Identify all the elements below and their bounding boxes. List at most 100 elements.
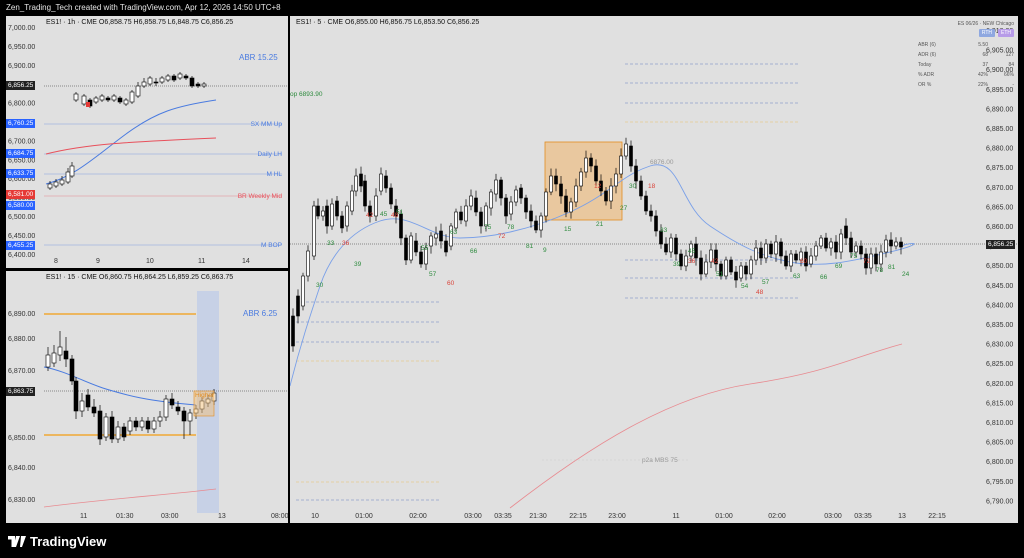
chart-panel-1h[interactable]: 7,000.006,950.006,900.006,850.006,800.00…	[6, 16, 288, 268]
mid-level-label: 6876.00	[650, 159, 674, 166]
chart-panel-5m[interactable]: 6,910.006,905.006,900.006,895.006,890.00…	[290, 16, 1018, 523]
candle	[664, 243, 668, 253]
bar-number-green: 54	[741, 283, 749, 290]
candle	[604, 190, 608, 202]
level-label: SX MM Up	[251, 121, 283, 128]
x-tick-label: 23:00	[608, 513, 626, 520]
candle	[177, 73, 183, 79]
session-toggle-rth[interactable]: RTH	[978, 29, 995, 37]
candle	[296, 295, 300, 317]
candle	[489, 191, 493, 209]
candle	[181, 410, 187, 422]
bar-number-red: 42	[711, 258, 719, 265]
highlight-box-label: Higher	[195, 392, 215, 399]
candle	[494, 179, 498, 195]
candle	[594, 165, 598, 182]
candle	[464, 205, 468, 222]
candle	[729, 259, 733, 273]
price-tag: 6,455.25	[6, 241, 36, 250]
candle	[724, 259, 728, 277]
candle	[409, 235, 413, 261]
candle	[175, 406, 181, 412]
candle	[854, 245, 858, 253]
bar-number-red: 36	[688, 258, 696, 265]
bar-number-green: 24	[902, 271, 910, 278]
y-tick-label: 6,795.00	[986, 479, 1013, 486]
y-tick-label: 6,870.00	[8, 368, 35, 375]
candle	[454, 211, 458, 229]
tradingview-logo: TradingView	[8, 532, 106, 552]
y-tick-label: 6,450.00	[8, 233, 35, 240]
candle	[424, 247, 428, 265]
panel-title-1h: ES1! · 1h · CME O6,858.75 H6,858.75 L6,8…	[46, 19, 234, 26]
x-tick-label: 01:00	[355, 513, 373, 520]
candle	[105, 97, 111, 101]
price-tag: 6,633.75	[6, 169, 36, 178]
x-tick-label: 8	[54, 258, 58, 265]
x-tick-label: 03:00	[824, 513, 842, 520]
candle	[659, 230, 663, 245]
price-tag: 6,856.25	[6, 81, 36, 90]
low-level-label: p2a MBS 75	[642, 457, 678, 464]
candle	[53, 181, 59, 187]
chart-panel-15m[interactable]: 6,890.006,880.006,870.006,860.006,850.00…	[6, 271, 288, 523]
candle	[849, 237, 853, 253]
candle	[81, 95, 87, 105]
candle	[859, 245, 863, 255]
x-tick-label: 11	[80, 513, 87, 520]
y-tick-label: 6,850.00	[8, 435, 35, 442]
candle	[519, 187, 523, 199]
chart-canvas-15m[interactable]: 6,890.006,880.006,870.006,860.006,850.00…	[6, 271, 288, 523]
stats-value: 127	[1005, 52, 1014, 58]
candle	[163, 398, 169, 418]
candle	[183, 75, 189, 79]
candle	[749, 259, 753, 275]
bar-number-red: 18	[648, 183, 656, 190]
y-tick-label: 6,835.00	[986, 322, 1013, 329]
y-tick-label: 6,840.00	[986, 302, 1013, 309]
candle	[325, 205, 329, 227]
candle	[609, 185, 613, 202]
candle	[819, 237, 823, 247]
candle	[619, 155, 623, 175]
abr-label-1h: ABR 15.25	[239, 53, 278, 62]
y-tick-label: 6,880.00	[8, 336, 35, 343]
candle	[734, 271, 738, 281]
candle	[629, 145, 633, 167]
bar-number-red: 72	[498, 233, 506, 240]
y-tick-label: 6,830.00	[986, 342, 1013, 349]
candle	[133, 420, 139, 428]
candle	[399, 213, 403, 239]
stats-value: 84	[1008, 62, 1014, 68]
candle	[345, 205, 349, 227]
candle	[754, 247, 758, 261]
candle	[714, 249, 718, 265]
candle	[614, 173, 618, 187]
chart-canvas-5m[interactable]: 6,910.006,905.006,900.006,895.006,890.00…	[290, 16, 1018, 523]
y-tick-label: 6,600.00	[8, 176, 35, 183]
candle	[759, 247, 763, 259]
candle	[864, 253, 868, 269]
level-label: BR Weekly Mid	[238, 193, 283, 200]
session-toggles[interactable]: RTH ETH	[918, 29, 1014, 37]
y-tick-label: 6,875.00	[986, 165, 1013, 172]
candle	[709, 249, 713, 263]
session-toggle-eth[interactable]: ETH	[998, 29, 1014, 37]
candle	[764, 243, 768, 259]
candle	[115, 426, 121, 440]
candle	[195, 83, 201, 87]
x-tick-label: 22:15	[569, 513, 587, 520]
y-tick-label: 6,900.00	[8, 63, 35, 70]
candle	[669, 237, 673, 253]
y-tick-label: 6,885.00	[986, 126, 1013, 133]
stats-value: 68	[982, 52, 988, 58]
candle	[569, 201, 573, 213]
candle	[899, 241, 903, 248]
candle	[784, 255, 788, 267]
chart-canvas-1h[interactable]: 7,000.006,950.006,900.006,850.006,800.00…	[6, 16, 288, 268]
candle	[444, 240, 448, 253]
y-tick-label: 6,905.00	[986, 48, 1013, 55]
candle	[429, 235, 433, 247]
candle	[684, 255, 688, 267]
marker-red	[86, 102, 90, 107]
